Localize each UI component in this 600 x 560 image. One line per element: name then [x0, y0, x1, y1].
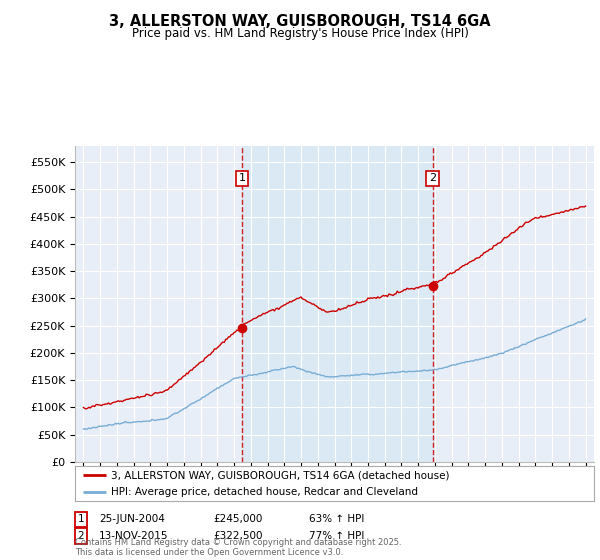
Text: Contains HM Land Registry data © Crown copyright and database right 2025.
This d: Contains HM Land Registry data © Crown c…	[75, 538, 401, 557]
Text: HPI: Average price, detached house, Redcar and Cleveland: HPI: Average price, detached house, Redc…	[112, 487, 418, 497]
Text: 3, ALLERSTON WAY, GUISBOROUGH, TS14 6GA (detached house): 3, ALLERSTON WAY, GUISBOROUGH, TS14 6GA …	[112, 470, 450, 480]
Text: Price paid vs. HM Land Registry's House Price Index (HPI): Price paid vs. HM Land Registry's House …	[131, 27, 469, 40]
Text: 3, ALLERSTON WAY, GUISBOROUGH, TS14 6GA: 3, ALLERSTON WAY, GUISBOROUGH, TS14 6GA	[109, 14, 491, 29]
Text: £245,000: £245,000	[213, 514, 262, 524]
Text: 25-JUN-2004: 25-JUN-2004	[99, 514, 165, 524]
Text: £322,500: £322,500	[213, 531, 263, 541]
Text: 63% ↑ HPI: 63% ↑ HPI	[309, 514, 364, 524]
Text: 13-NOV-2015: 13-NOV-2015	[99, 531, 169, 541]
Text: 77% ↑ HPI: 77% ↑ HPI	[309, 531, 364, 541]
Text: 1: 1	[238, 174, 245, 183]
Text: 1: 1	[77, 514, 85, 524]
Text: 2: 2	[429, 174, 436, 183]
Text: 2: 2	[77, 531, 85, 541]
